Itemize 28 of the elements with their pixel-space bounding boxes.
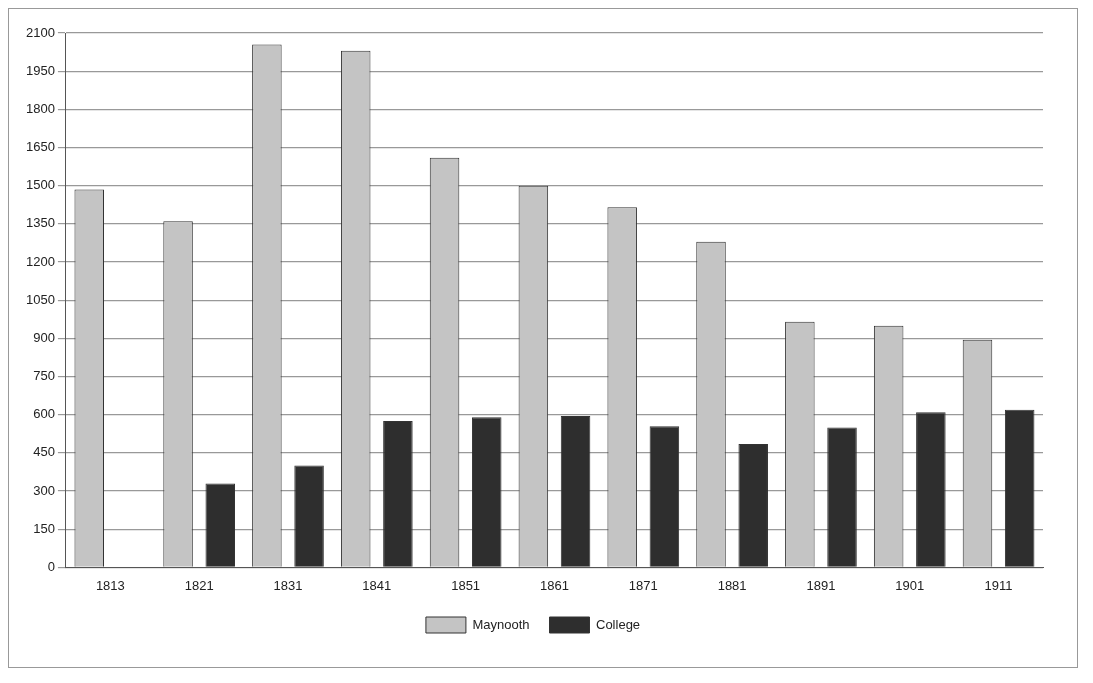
x-tick-label: 1871 [628, 577, 658, 593]
y-tick-label: 0 [47, 558, 55, 574]
legend-label: College [596, 616, 641, 632]
legend-label: Maynooth [472, 616, 530, 632]
x-tick-label: 1891 [806, 577, 836, 593]
x-tick-label: 1861 [540, 577, 569, 593]
y-tick-label: 150 [33, 520, 55, 536]
y-tick-label: 1950 [26, 62, 55, 78]
y-tick-label: 450 [33, 444, 55, 460]
x-tick-label: 1841 [362, 577, 392, 593]
y-tick-label: 300 [33, 482, 55, 498]
y-tick-label: 600 [33, 406, 55, 422]
y-tick-label: 1800 [26, 100, 55, 116]
y-tick-label: 1350 [26, 215, 55, 231]
y-tick-label: 900 [33, 329, 55, 345]
x-tick-label: 1911 [984, 577, 1013, 593]
y-tick-label: 1650 [26, 139, 55, 155]
y-tick-label: 2100 [26, 24, 55, 40]
x-tick-label: 1821 [184, 577, 214, 593]
x-tick-label: 1901 [895, 577, 925, 593]
x-tick-label: 1831 [273, 577, 303, 593]
y-tick-label: 750 [33, 368, 55, 384]
y-tick-label: 1500 [26, 177, 55, 193]
y-tick-label: 1200 [26, 253, 55, 269]
x-tick-label: 1813 [95, 577, 125, 593]
y-tick-label: 1050 [26, 291, 55, 307]
x-tick-label: 1851 [451, 577, 481, 593]
x-tick-label: 1881 [717, 577, 747, 593]
